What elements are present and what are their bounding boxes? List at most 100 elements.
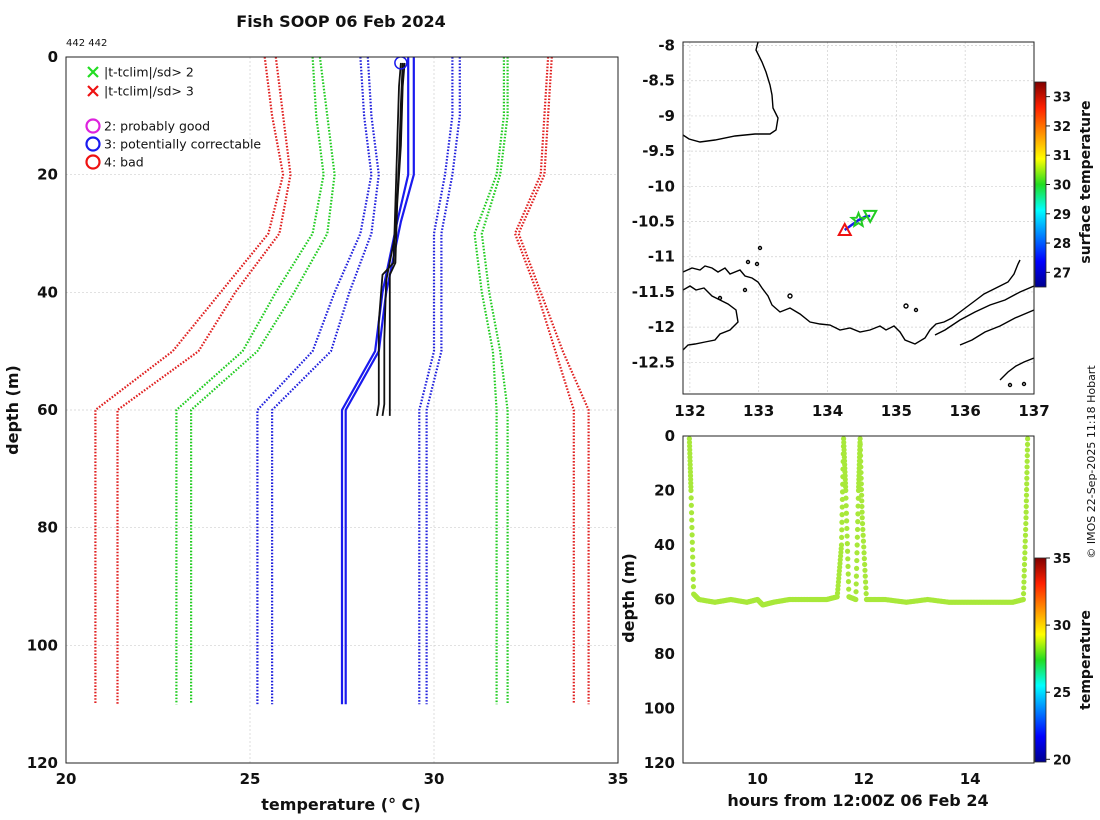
depth-time-point (859, 492, 865, 498)
depth-time-point (845, 563, 851, 570)
depth-time-point (839, 534, 845, 541)
profile-line-green-envelope-low-1 (175, 57, 325, 705)
depth-time-point (1024, 469, 1030, 476)
map-lat-tick-label: -12 (648, 318, 675, 336)
depth-time-point (839, 519, 845, 525)
depth-time-point (842, 462, 848, 468)
legend-circle-marker-2 (85, 118, 101, 134)
profile-line-observed-profile-3 (381, 62, 404, 417)
depth-time-point (844, 518, 850, 524)
depth-time-point (690, 561, 696, 568)
depth-time-point (843, 510, 850, 516)
depth-time-point (1022, 532, 1029, 538)
profile-series-group (94, 57, 590, 705)
depth-time-point (854, 526, 861, 533)
island-6 (913, 307, 919, 313)
depth-time-point (1023, 492, 1030, 498)
map-lat-tick-label: -8.5 (642, 72, 675, 90)
profile-y-tick-label: 20 (37, 166, 58, 184)
map-lon-tick-label: 133 (743, 402, 774, 420)
depth-time-point (841, 450, 847, 457)
depth-time-point (858, 464, 864, 470)
depth-time-y-tick-label: 0 (665, 427, 675, 445)
depth-time-point (843, 495, 849, 501)
depth-time-point (859, 520, 866, 527)
depth-time-point (854, 550, 860, 556)
depth-time-point (853, 596, 859, 603)
map-colorbar-tick-label: 32 (1053, 120, 1071, 135)
profile-y-tick-label: 100 (27, 636, 58, 654)
island-10 (1021, 381, 1027, 387)
depth-time-point (844, 525, 850, 532)
profile-line-green-envelope-high-2 (480, 57, 509, 705)
profile-y-tick-label: 120 (27, 754, 58, 772)
profile-line-red-envelope-high-2 (517, 57, 590, 705)
map-tick-labels: 132 133 134 135 136 137 -8 -8.5 -9 -9.5 -10 -10.5 -1… (632, 37, 1050, 420)
map-colorbar (1034, 81, 1047, 288)
depth-time-tick-labels: 10 12 14 0 20 40 60 80 100 120 (644, 427, 981, 788)
depth-time-y-tick-label: 40 (654, 536, 675, 554)
depth-time-point (690, 584, 697, 590)
legend-x-marker-0 (87, 66, 99, 78)
profile-x-tick-label: 30 (424, 770, 445, 788)
profile-y-axis-label: depth (m) (3, 365, 22, 455)
profile-line-blue-envelope-low-2 (271, 57, 380, 705)
depth-time-point (1024, 441, 1031, 447)
depth-time-point (854, 565, 860, 571)
coastline-east-lower (959, 309, 1034, 346)
depth-time-point (689, 532, 695, 538)
island-1 (757, 245, 763, 251)
depth-time-point (1024, 458, 1030, 464)
map-marker-star (849, 210, 868, 229)
map-axes-frame (682, 41, 1035, 395)
map-lat-tick-label: -9 (658, 107, 675, 125)
depth-time-point (1024, 453, 1030, 459)
depth-time-point (859, 515, 865, 521)
profile-axes-frame (65, 56, 619, 764)
depth-time-point (690, 554, 696, 560)
profile-line-blue-envelope-low-1 (256, 57, 373, 705)
profile-y-tick-label: 0 (48, 48, 58, 66)
depth-time-y-tick-label: 60 (654, 591, 675, 609)
map-colorbar-ticks: 27 28 29 30 31 32 33 (1046, 91, 1071, 281)
map-marker-triangle-down (862, 209, 878, 224)
legend-label-4: 4: bad (104, 155, 144, 170)
map-panel: 132 133 134 135 136 137 -8 -8.5 -9 -9.5 -10 -10.5 -1… (632, 37, 1094, 420)
map-colorbar-label: surface temperature (1078, 100, 1094, 263)
depth-time-point (858, 475, 864, 481)
profile-line-red-envelope-low-2 (116, 57, 292, 705)
depth-time-point (686, 439, 693, 446)
legend-label-0: |t-tclim|/sd> 2 (104, 65, 194, 80)
depth-time-y-tick-label: 100 (644, 700, 675, 718)
depth-time-point (859, 503, 865, 510)
legend-circle-marker-3 (85, 136, 101, 152)
depth-time-x-tick-label: 14 (960, 770, 981, 788)
depth-time-point (842, 469, 848, 475)
profile-line-climatology-mean-1 (340, 57, 410, 705)
profile-line-observed-profile-1 (376, 62, 402, 417)
depth-time-point (688, 502, 694, 508)
depth-time-point (689, 539, 695, 545)
depth-time-point (842, 473, 848, 479)
map-lon-tick-label: 132 (674, 402, 705, 420)
profile-line-red-envelope-low-1 (94, 57, 285, 705)
depth-time-point (857, 453, 864, 459)
depth-time-point (853, 581, 859, 587)
depth-time-point (861, 556, 867, 562)
depth-time-colorbar-tick-label: 25 (1053, 686, 1071, 701)
profile-y-tick-label: 60 (37, 401, 58, 419)
depth-time-point (841, 436, 847, 442)
depth-time-point (855, 519, 861, 525)
depth-time-point (854, 542, 860, 548)
depth-time-point (1024, 447, 1030, 453)
depth-time-point (1025, 436, 1031, 442)
legend-x-marker-1 (87, 85, 99, 97)
depth-time-point (858, 458, 864, 464)
legend-circle-marker-4 (85, 154, 101, 170)
depth-time-point (845, 578, 852, 585)
depth-time-point (858, 481, 864, 487)
profile-x-axis-label: temperature (° C) (261, 795, 420, 814)
depth-time-point (841, 454, 847, 460)
depth-time-point (845, 571, 851, 577)
depth-time-colorbar (1034, 557, 1047, 763)
